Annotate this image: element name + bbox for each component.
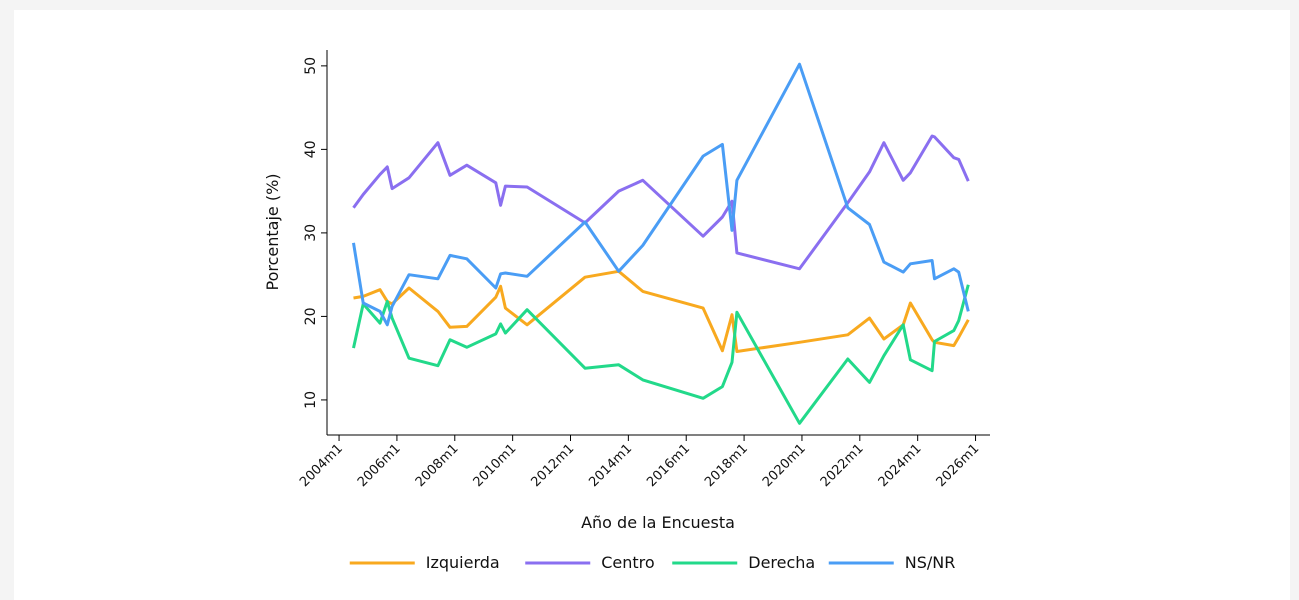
legend-label: NS/NR (905, 553, 956, 572)
x-tick-label: 2024m1 (876, 441, 925, 490)
x-tick-label: 2010m1 (471, 441, 520, 490)
y-tick-label: 20 (303, 307, 319, 325)
card (14, 10, 1290, 600)
x-tick-label: 2026m1 (934, 441, 983, 490)
legend-label: Centro (601, 553, 654, 572)
x-tick-label: 2020m1 (760, 441, 809, 490)
series-line (352, 62, 970, 327)
series-line (352, 284, 970, 425)
legend-label: Izquierda (426, 553, 500, 572)
x-tick-label: 2008m1 (413, 441, 462, 490)
legend-label: Derecha (748, 553, 815, 572)
series-line (353, 269, 970, 353)
y-tick-label: 40 (303, 140, 319, 158)
y-tick-label: 30 (303, 224, 319, 242)
x-tick-label: 2014m1 (586, 441, 635, 490)
x-tick-label: 2022m1 (818, 441, 867, 490)
y-axis-label: Porcentaje (%) (263, 173, 282, 290)
x-tick-label: 2012m1 (529, 441, 578, 490)
x-tick-label: 2006m1 (355, 441, 404, 490)
series-line (352, 134, 970, 271)
y-tick-label: 50 (303, 57, 319, 75)
x-tick-label: 2004m1 (297, 441, 346, 490)
y-tick-label: 10 (303, 391, 319, 409)
x-tick-label: 2018m1 (702, 441, 751, 490)
x-axis-label: Año de la Encuesta (581, 513, 735, 532)
x-tick-label: 2016m1 (644, 441, 693, 490)
